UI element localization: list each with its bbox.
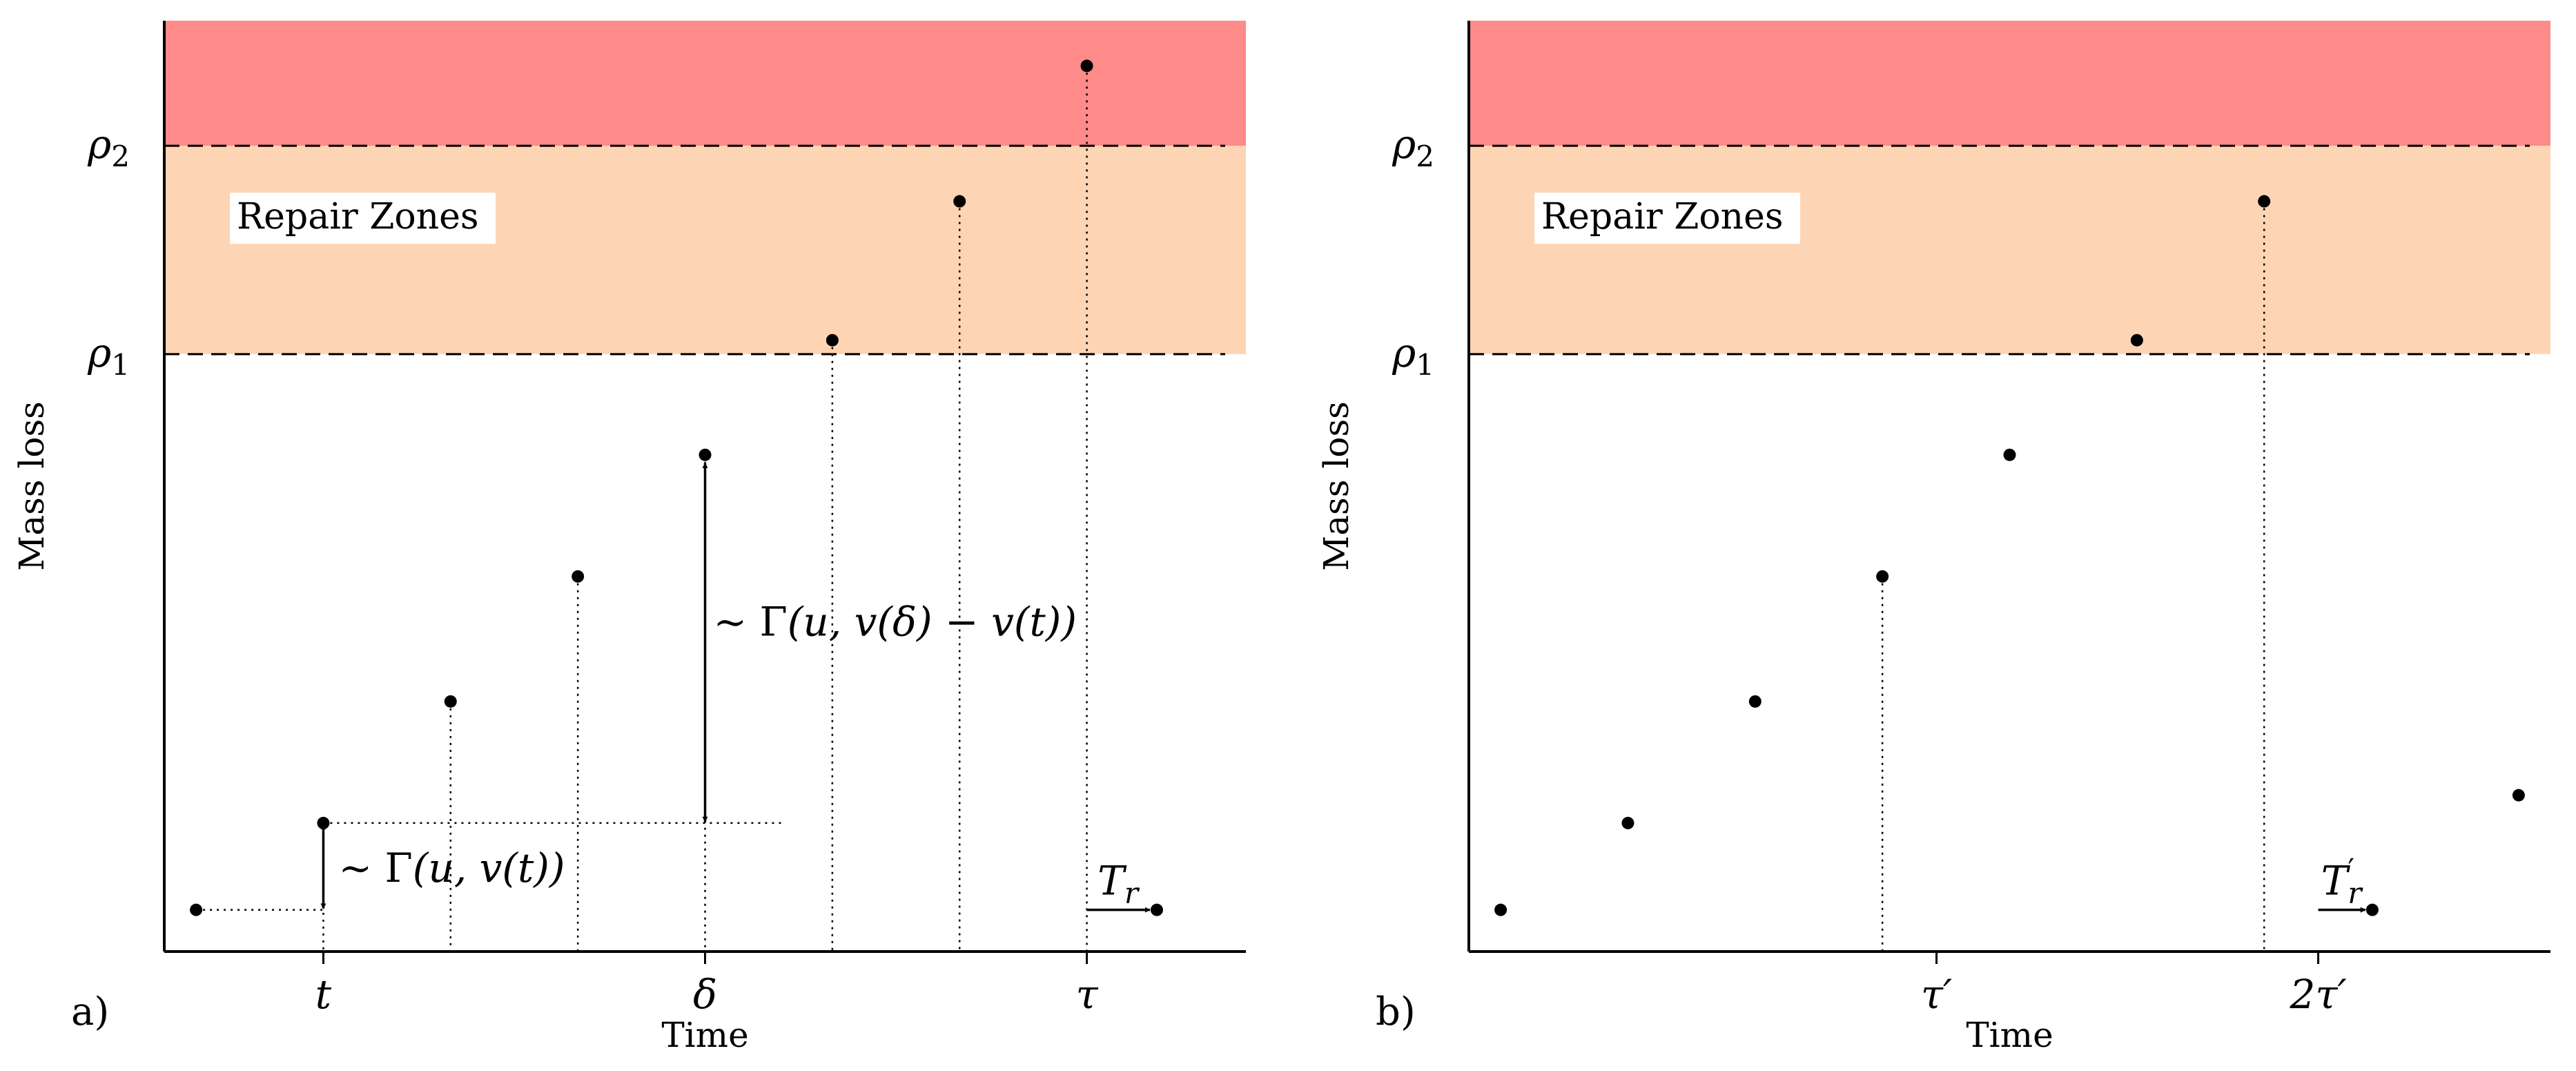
data-point — [2003, 448, 2016, 461]
guides-layer — [196, 822, 785, 911]
x-tick-label-τ: τ — [1076, 971, 1099, 1018]
data-point — [2130, 334, 2143, 347]
points-layer — [1494, 195, 2525, 916]
x-tick-label-2τ′: 2τ′ — [2289, 971, 2346, 1018]
thresholds-layer — [164, 144, 1225, 356]
labels-layer: Repair Zones ρ1 ρ2 Time Mass loss a) ∼ Γ(u, v(… — [12, 121, 1140, 1055]
zone-band-1 — [1469, 21, 2550, 146]
x-ticks-layer: τ′ 2τ′ — [1921, 952, 2347, 1018]
y-axis-title: Mass loss — [12, 401, 52, 571]
thresholds-layer — [1469, 144, 2530, 356]
panel-a: t δ τ Repair Zones ρ1 ρ2 Time Mass loss a) ∼ Γ(u… — [12, 21, 1246, 1055]
data-point — [2258, 195, 2271, 208]
data-point — [1876, 570, 1889, 583]
panel-label: a) — [71, 990, 109, 1034]
stems-layer — [1881, 201, 2265, 952]
zone-label-box — [230, 193, 496, 244]
zone-band-1 — [164, 21, 1246, 146]
data-point — [1150, 903, 1163, 916]
data-point — [572, 570, 585, 583]
zone-label: Repair Zones — [237, 196, 479, 238]
zone-label: Repair Zones — [1541, 196, 1784, 238]
x-tick-label-τ′: τ′ — [1921, 971, 1952, 1018]
data-point — [1621, 816, 1635, 829]
x-axis-title: Time — [1966, 1015, 2053, 1055]
zones-layer — [164, 21, 1246, 354]
zone-band-0 — [164, 146, 1246, 354]
threshold-label-ρ1: ρ1 — [87, 329, 130, 382]
y-axis-title: Mass loss — [1316, 401, 1356, 571]
threshold-label-ρ2: ρ2 — [1392, 121, 1434, 173]
gamma-large-label: ∼ Γ(u, v(δ) − v(t)) — [714, 598, 1077, 645]
zone-label-box — [1534, 193, 1800, 244]
data-point — [2512, 789, 2525, 802]
zone-band-0 — [1469, 146, 2550, 354]
labels-layer: Repair Zones ρ1 ρ2 Time Mass loss b) Tr′ — [1316, 121, 2363, 1055]
data-point — [444, 695, 457, 708]
data-point — [699, 448, 712, 461]
data-point — [953, 195, 966, 208]
points-layer — [190, 59, 1163, 916]
repair-time-label: Tr′ — [2321, 853, 2364, 910]
axes — [1467, 21, 2550, 953]
data-point — [1748, 695, 1762, 708]
panel-b: τ′ 2τ′ Repair Zones ρ1 ρ2 Time Mass loss b) Tr′ — [1316, 21, 2550, 1055]
threshold-label-ρ1: ρ1 — [1392, 329, 1434, 382]
x-tick-label-t: t — [315, 971, 332, 1018]
x-axis-title: Time — [661, 1015, 748, 1055]
zones-layer — [1469, 21, 2550, 354]
arrows-layer — [320, 462, 1151, 913]
data-point — [317, 816, 330, 829]
x-tick-label-δ: δ — [693, 971, 717, 1018]
data-point — [190, 903, 203, 916]
data-point — [1080, 59, 1093, 73]
data-point — [2365, 903, 2379, 916]
gamma-small-label: ∼ Γ(u, v(t)) — [338, 845, 565, 891]
data-point — [826, 334, 839, 347]
threshold-label-ρ2: ρ2 — [87, 121, 130, 173]
repair-time-label: Tr — [1097, 858, 1140, 910]
data-point — [1494, 903, 1507, 916]
panel-label: b) — [1376, 990, 1416, 1034]
